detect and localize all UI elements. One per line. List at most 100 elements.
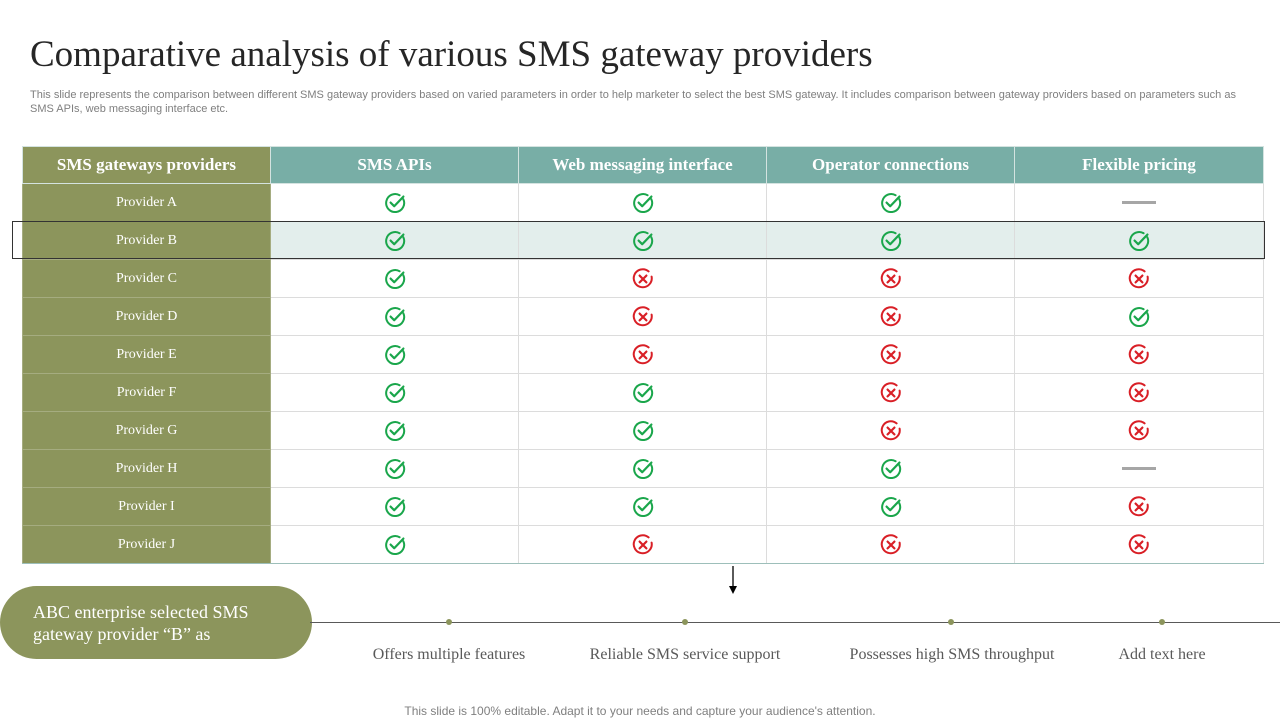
column-header-providers: SMS gateways providers <box>22 146 271 184</box>
provider-name-cell: Provider I <box>22 487 271 526</box>
cell-sms-apis <box>270 449 519 488</box>
timeline-dot <box>682 619 688 625</box>
check-circle-icon <box>632 230 654 252</box>
check-circle-icon <box>880 496 902 518</box>
cross-circle-icon <box>632 267 654 290</box>
cell-flexible-pricing <box>1014 449 1264 488</box>
cell-flexible-pricing <box>1014 297 1264 336</box>
cell-operator-connections <box>766 449 1015 488</box>
check-circle-icon <box>1128 306 1150 328</box>
cell-sms-apis <box>270 525 519 564</box>
cross-circle-icon <box>1128 343 1150 366</box>
cell-flexible-pricing <box>1014 373 1264 412</box>
cell-sms-apis <box>270 183 519 222</box>
cross-circle-icon <box>632 305 654 328</box>
table-row: Provider G <box>22 411 1264 450</box>
cell-web-messaging <box>518 297 767 336</box>
check-circle-icon <box>1128 230 1150 252</box>
provider-name-cell: Provider B <box>22 221 271 260</box>
check-circle-icon <box>384 420 406 442</box>
provider-name-cell: Provider C <box>22 259 271 298</box>
provider-name-cell: Provider E <box>22 335 271 374</box>
dash-icon <box>1122 466 1156 470</box>
cell-flexible-pricing <box>1014 183 1264 222</box>
check-circle-icon <box>384 458 406 480</box>
cross-circle-icon <box>1128 495 1150 518</box>
check-circle-icon <box>880 230 902 252</box>
check-circle-icon <box>384 382 406 404</box>
table-row: Provider D <box>22 297 1264 336</box>
check-circle-icon <box>632 192 654 214</box>
cell-operator-connections <box>766 487 1015 526</box>
cell-flexible-pricing <box>1014 221 1264 260</box>
cell-operator-connections <box>766 335 1015 374</box>
column-header-web-messaging: Web messaging interface <box>518 146 767 184</box>
check-circle-icon <box>632 496 654 518</box>
cell-web-messaging <box>518 221 767 260</box>
table-row: Provider H <box>22 449 1264 488</box>
cell-operator-connections <box>766 259 1015 298</box>
cell-web-messaging <box>518 449 767 488</box>
check-circle-icon <box>384 534 406 556</box>
check-circle-icon <box>632 420 654 442</box>
timeline-dot <box>948 619 954 625</box>
provider-name-cell: Provider J <box>22 525 271 564</box>
column-header-sms-apis: SMS APIs <box>270 146 519 184</box>
cross-circle-icon <box>1128 533 1150 556</box>
cell-operator-connections <box>766 221 1015 260</box>
timeline-dot <box>446 619 452 625</box>
table-row: Provider A <box>22 183 1264 222</box>
cross-circle-icon <box>880 419 902 442</box>
cell-web-messaging <box>518 335 767 374</box>
table-row: Provider F <box>22 373 1264 412</box>
cell-web-messaging <box>518 183 767 222</box>
column-header-flexible-pricing: Flexible pricing <box>1014 146 1264 184</box>
check-circle-icon <box>384 306 406 328</box>
page-subtitle: This slide represents the comparison bet… <box>30 89 1236 115</box>
provider-name-cell: Provider F <box>22 373 271 412</box>
cell-operator-connections <box>766 373 1015 412</box>
cross-circle-icon <box>632 343 654 366</box>
check-circle-icon <box>632 382 654 404</box>
page-title: Comparative analysis of various SMS gate… <box>30 34 873 75</box>
cross-circle-icon <box>1128 419 1150 442</box>
timeline-line <box>310 622 1280 623</box>
column-header-operator-connections: Operator connections <box>766 146 1015 184</box>
cell-operator-connections <box>766 183 1015 222</box>
cross-circle-icon <box>880 381 902 404</box>
provider-name-cell: Provider H <box>22 449 271 488</box>
cross-circle-icon <box>632 533 654 556</box>
cross-circle-icon <box>1128 267 1150 290</box>
reason-label-1: Offers multiple features <box>372 646 526 663</box>
cell-flexible-pricing <box>1014 487 1264 526</box>
footer-note: This slide is 100% editable. Adapt it to… <box>404 704 876 718</box>
cross-circle-icon <box>880 305 902 328</box>
table-row: Provider B <box>22 221 1264 260</box>
cross-circle-icon <box>880 267 902 290</box>
check-circle-icon <box>880 192 902 214</box>
cell-sms-apis <box>270 335 519 374</box>
cell-flexible-pricing <box>1014 525 1264 564</box>
cell-flexible-pricing <box>1014 259 1264 298</box>
cell-sms-apis <box>270 221 519 260</box>
table-row: Provider J <box>22 525 1264 564</box>
table-body: Provider A Provider B Provider C Provider D… <box>22 183 1264 564</box>
reason-label-4: Add text here <box>1118 646 1206 663</box>
cell-web-messaging <box>518 259 767 298</box>
cell-sms-apis <box>270 259 519 298</box>
table-row: Provider I <box>22 487 1264 526</box>
check-circle-icon <box>880 458 902 480</box>
check-circle-icon <box>384 344 406 366</box>
provider-name-cell: Provider A <box>22 183 271 222</box>
reason-label-3: Possesses high SMS throughput <box>849 646 1055 663</box>
cell-flexible-pricing <box>1014 411 1264 450</box>
cell-operator-connections <box>766 411 1015 450</box>
cross-circle-icon <box>880 533 902 556</box>
table-header-row: SMS gateways providers SMS APIs Web mess… <box>22 146 1264 184</box>
cross-circle-icon <box>880 343 902 366</box>
check-circle-icon <box>384 192 406 214</box>
comparison-table: SMS gateways providers SMS APIs Web mess… <box>22 146 1264 564</box>
provider-name-cell: Provider D <box>22 297 271 336</box>
reason-label-2: Reliable SMS service support <box>589 646 781 663</box>
cell-sms-apis <box>270 487 519 526</box>
